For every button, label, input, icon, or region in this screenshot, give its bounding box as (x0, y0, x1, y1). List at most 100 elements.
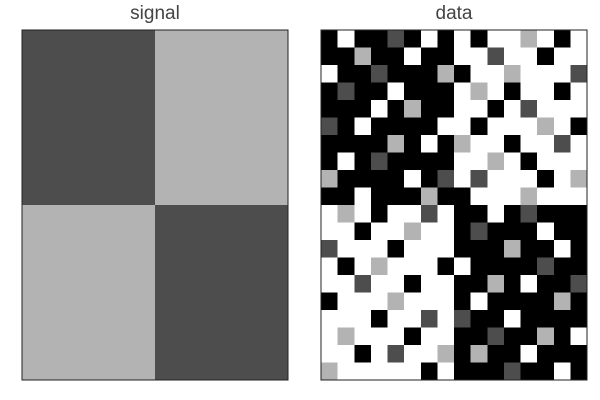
heatmap-cell (487, 82, 505, 101)
heatmap-cell (570, 47, 588, 66)
heatmap-cell (537, 222, 555, 241)
heatmap-cell (321, 30, 338, 48)
heatmap-cell (437, 292, 455, 311)
heatmap-cell (437, 240, 455, 258)
heatmap-cell (454, 117, 471, 136)
heatmap-cell (503, 257, 521, 276)
heatmap-cell (454, 292, 471, 311)
heatmap-cell (553, 205, 571, 223)
heatmap-cell (570, 117, 588, 136)
heatmap-cell (503, 82, 521, 101)
heatmap-cell (404, 257, 422, 276)
heatmap-cell (487, 275, 505, 293)
heatmap-cell (387, 187, 405, 206)
heatmap-cell (337, 327, 355, 346)
heatmap-cell (470, 345, 488, 363)
heatmap-cell (337, 275, 355, 293)
heatmap-cell (470, 65, 488, 83)
heatmap-cell (454, 152, 471, 171)
heatmap-cell (321, 65, 338, 83)
heatmap-cell (420, 292, 438, 311)
heatmap-cell (537, 65, 555, 83)
heatmap-cell (520, 257, 538, 276)
heatmap-cell (354, 47, 372, 66)
heatmap-cell (487, 345, 505, 363)
heatmap-cell (420, 275, 438, 293)
heatmap-cell (387, 82, 405, 101)
heatmap-cell (553, 292, 571, 311)
heatmap-cell (454, 222, 471, 241)
heatmap-cell (553, 327, 571, 346)
heatmap-cell (470, 327, 488, 346)
heatmap-cell (321, 47, 338, 66)
heatmap-cell (454, 240, 471, 258)
heatmap-cell (520, 362, 538, 381)
heatmap-cell (404, 82, 422, 101)
heatmap-cell (537, 152, 555, 171)
heatmap-cell (321, 170, 338, 188)
heatmap-cell (454, 187, 471, 206)
heatmap-cell (437, 275, 455, 293)
heatmap-cell (487, 187, 505, 206)
heatmap-cell (337, 310, 355, 328)
heatmap-cell (370, 345, 388, 363)
heatmap-cell (387, 152, 405, 171)
heatmap-cell (387, 47, 405, 66)
heatmap-cell (503, 65, 521, 83)
heatmap-cell (454, 100, 471, 118)
heatmap-cell (387, 310, 405, 328)
heatmap-cell (520, 240, 538, 258)
heatmap-cell (553, 257, 571, 276)
heatmap-cell (22, 205, 156, 381)
heatmap-cell (387, 117, 405, 136)
heatmap-cell (487, 257, 505, 276)
heatmap-cell (321, 310, 338, 328)
heatmap-cell (454, 135, 471, 153)
heatmap-cell (337, 187, 355, 206)
heatmap-cell (520, 47, 538, 66)
heatmap-cell (354, 257, 372, 276)
heatmap-cell (553, 275, 571, 293)
heatmap-cell (370, 65, 388, 83)
heatmap-cell (404, 100, 422, 118)
heatmap-cell (155, 30, 289, 206)
heatmap-cell (470, 135, 488, 153)
heatmap-cell (520, 187, 538, 206)
heatmap-cell (420, 362, 438, 381)
heatmap-cell (354, 100, 372, 118)
heatmap-cell (321, 152, 338, 171)
heatmap-cell (420, 30, 438, 48)
heatmap-cell (420, 187, 438, 206)
heatmap-cell (387, 345, 405, 363)
heatmap-cell (420, 310, 438, 328)
heatmap-cell (520, 205, 538, 223)
heatmap-cell (553, 345, 571, 363)
heatmap-cell (520, 222, 538, 241)
heatmap-cell (503, 30, 521, 48)
heatmap-cell (537, 205, 555, 223)
heatmap-cell (570, 82, 588, 101)
heatmap-cell (487, 205, 505, 223)
heatmap-cell (387, 205, 405, 223)
heatmap-cell (570, 362, 588, 381)
heatmap-cell (503, 345, 521, 363)
heatmap-cell (520, 65, 538, 83)
heatmap-cell (570, 170, 588, 188)
heatmap-cell (570, 345, 588, 363)
heatmap-cell (487, 362, 505, 381)
heatmap-cell (370, 47, 388, 66)
heatmap-cell (553, 152, 571, 171)
heatmap-cell (570, 257, 588, 276)
heatmap-cell (503, 170, 521, 188)
heatmap-cell (321, 292, 338, 311)
heatmap-cell (354, 345, 372, 363)
heatmap-cell (387, 170, 405, 188)
heatmap-cell (503, 240, 521, 258)
heatmap-cell (537, 170, 555, 188)
heatmap-cell (570, 327, 588, 346)
heatmap-cell (337, 292, 355, 311)
heatmap-cell (553, 30, 571, 48)
heatmap-cell (570, 135, 588, 153)
heatmap-cell (404, 135, 422, 153)
